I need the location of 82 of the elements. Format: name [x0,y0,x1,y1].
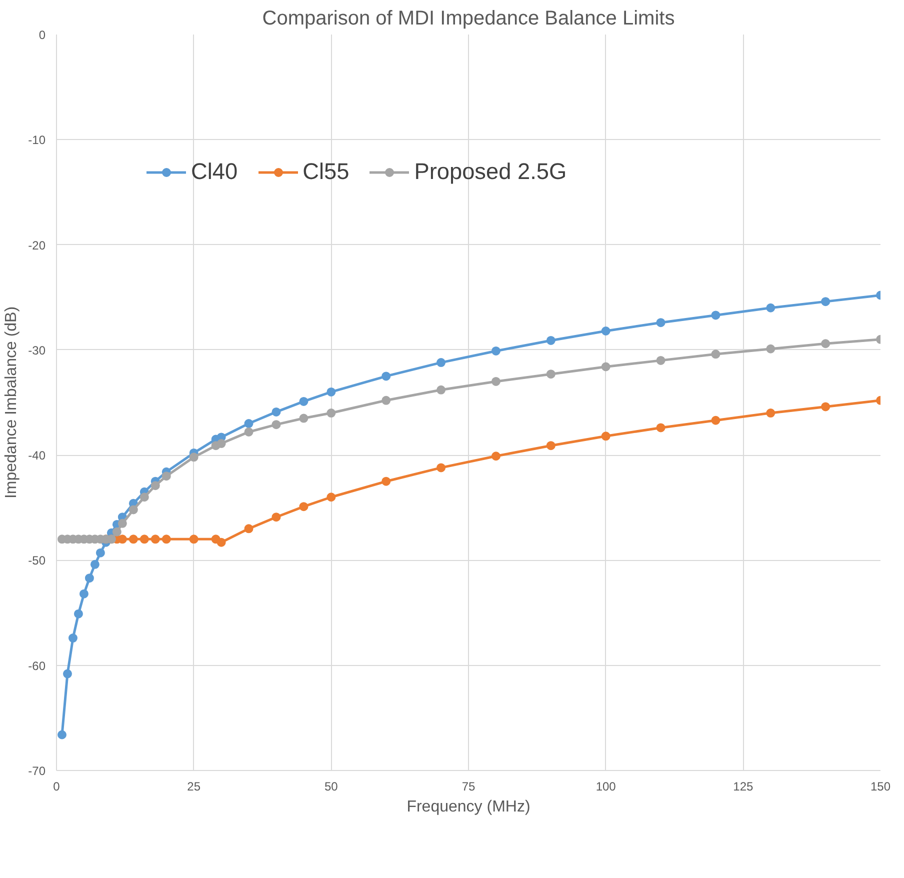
y-tick-label: -40 [28,448,46,463]
point [656,423,666,432]
point [150,534,160,544]
point [189,452,198,462]
x-tick-label: 125 [733,780,754,794]
point [766,303,776,312]
point [216,439,226,448]
point [326,408,336,418]
point [382,476,391,486]
point [491,376,500,386]
point [821,297,830,306]
x-tick-label: 100 [596,780,616,794]
point [84,574,94,583]
point [656,356,666,365]
point [96,548,105,558]
point [546,441,556,450]
point [79,589,88,598]
x-tick-label: 75 [462,780,476,794]
legend-label: Cl40 [191,158,238,185]
point [601,432,610,441]
point [128,534,138,544]
point [436,463,446,472]
point [128,505,138,514]
legend-label: Proposed 2.5G [414,158,567,185]
point [272,420,281,430]
point [601,362,610,372]
point [216,538,226,547]
point [436,385,446,394]
legend-label: Cl55 [302,158,350,185]
point [272,512,281,522]
point [546,370,556,379]
point [74,609,83,618]
point [436,358,446,368]
point [118,518,127,528]
point [711,350,720,359]
point [382,372,391,381]
y-tick-label: 0 [38,28,46,42]
point [112,527,122,536]
point [711,310,720,320]
point [711,416,720,425]
point [272,407,281,416]
point [244,419,254,428]
point [326,492,336,502]
point [546,336,556,345]
point [766,408,776,418]
point [162,472,171,481]
x-axis-title: Frequency (MHz) [406,798,530,816]
y-tick-label: -30 [28,343,46,358]
point [601,326,610,336]
y-tick-label: -20 [28,238,46,252]
y-tick-label: -60 [28,658,46,673]
point [90,560,100,569]
point [299,396,308,406]
chart-title: Comparison of MDI Impedance Balance Limits [262,8,675,30]
x-tick-label: 25 [187,780,201,794]
point [821,402,830,412]
point [299,414,308,423]
point [140,492,149,502]
point [656,318,666,328]
point [299,502,308,512]
point [62,669,72,678]
point [491,452,500,461]
point [821,339,830,348]
y-tick-label: -10 [28,133,46,148]
point [382,396,391,405]
point [150,481,160,490]
point [162,534,171,544]
point [140,534,149,544]
point [68,634,78,643]
point [244,427,254,436]
point [766,344,776,354]
point [244,524,254,534]
y-axis-title: Impedance Imbalance (dB) [3,306,20,499]
point [491,346,500,356]
x-tick-label: 0 [53,780,60,794]
point [57,730,66,740]
x-tick-label: 150 [870,780,891,794]
x-tick-label: 50 [324,780,338,794]
point [326,387,336,396]
y-tick-label: -50 [28,554,46,568]
y-tick-label: -70 [28,764,46,778]
point [189,534,198,544]
